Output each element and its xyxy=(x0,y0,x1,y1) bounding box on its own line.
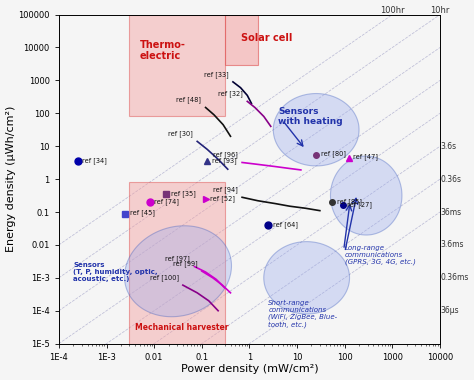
Text: 100hr: 100hr xyxy=(380,6,405,14)
Text: ref [94]: ref [94] xyxy=(213,186,238,193)
Text: ref [52]: ref [52] xyxy=(210,195,235,201)
Text: ref [32]: ref [32] xyxy=(219,90,243,97)
Text: ref [27]: ref [27] xyxy=(347,201,372,208)
Text: Short-range
communications
(WiFi, ZigBee, Blue-
tooth, etc.): Short-range communications (WiFi, ZigBee… xyxy=(268,300,337,328)
Y-axis label: Energy density (μWh/cm²): Energy density (μWh/cm²) xyxy=(6,106,16,252)
Text: ref [99]: ref [99] xyxy=(173,260,198,267)
Text: ref [96]: ref [96] xyxy=(213,152,238,158)
Text: Mechanical harvester: Mechanical harvester xyxy=(135,323,228,332)
Text: Long-range
communications
(GPRS, 3G, 4G, etc.): Long-range communications (GPRS, 3G, 4G,… xyxy=(345,244,416,265)
Text: Sensors
with heating: Sensors with heating xyxy=(278,107,343,126)
Text: ref [64]: ref [64] xyxy=(273,221,298,228)
Text: ref [34]: ref [34] xyxy=(82,157,107,164)
Text: 0.36s: 0.36s xyxy=(440,174,461,184)
Text: 36ms: 36ms xyxy=(440,207,461,217)
Polygon shape xyxy=(273,93,359,166)
X-axis label: Power density (mW/cm²): Power density (mW/cm²) xyxy=(181,364,318,374)
Polygon shape xyxy=(125,226,231,317)
Text: ref [80]: ref [80] xyxy=(321,150,346,157)
Text: ref [47]: ref [47] xyxy=(353,154,378,160)
Text: ref [100]: ref [100] xyxy=(150,274,179,281)
Text: 36μs: 36μs xyxy=(440,306,459,315)
Polygon shape xyxy=(129,182,225,344)
Text: ref [48]: ref [48] xyxy=(176,97,201,103)
Text: 10hr: 10hr xyxy=(430,6,450,14)
Text: ref [93]: ref [93] xyxy=(212,157,237,164)
Polygon shape xyxy=(330,156,402,235)
Text: ref [45]: ref [45] xyxy=(130,209,155,216)
Text: 3.6ms: 3.6ms xyxy=(440,241,464,249)
Text: ref [30]: ref [30] xyxy=(168,130,193,137)
Text: 0.36ms: 0.36ms xyxy=(440,273,468,282)
Text: ref [33]: ref [33] xyxy=(204,71,229,78)
Text: Solar cell: Solar cell xyxy=(241,33,292,43)
Text: ref [74]: ref [74] xyxy=(154,198,179,205)
Text: ref [35]: ref [35] xyxy=(171,190,196,197)
Polygon shape xyxy=(264,242,349,314)
Text: ref [85]: ref [85] xyxy=(337,198,362,205)
Polygon shape xyxy=(129,14,225,116)
Text: 3.6s: 3.6s xyxy=(440,142,456,151)
Polygon shape xyxy=(225,14,258,65)
Text: Sensors
(T, P, humidity, optic,
acoustic, etc.): Sensors (T, P, humidity, optic, acoustic… xyxy=(73,262,158,282)
Text: ref [97]: ref [97] xyxy=(165,255,191,262)
Text: Thermo-
electric: Thermo- electric xyxy=(140,40,186,62)
